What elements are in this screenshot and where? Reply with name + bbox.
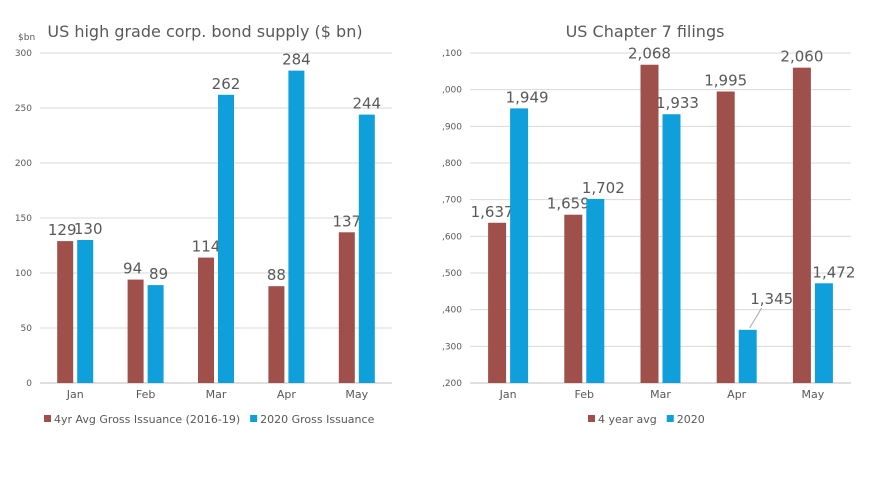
y-tick-label: 0 (26, 379, 32, 389)
bar-current (288, 70, 305, 383)
data-label: 114 (192, 238, 221, 256)
bar-current (147, 285, 164, 383)
chart-title: US high grade corp. bond supply ($ bn) (47, 22, 362, 41)
data-label: 1,472 (812, 263, 855, 281)
bar-current (358, 114, 375, 383)
y-tick-label: 1,900 (442, 122, 462, 132)
x-category-label: Jan (499, 388, 517, 401)
data-label: 244 (352, 95, 381, 113)
legend-entry: 2020 Gross Issuance (260, 413, 374, 426)
x-category-label: Feb (136, 388, 155, 401)
y-tick-label: 1,400 (442, 306, 462, 316)
data-label: 1,637 (471, 203, 514, 221)
bar-avg (127, 279, 144, 383)
x-category-label: Jan (66, 388, 84, 401)
bond-supply-chart-svg: US high grade corp. bond supply ($ bn) $b… (15, 22, 392, 426)
data-label: 1,949 (506, 88, 549, 106)
y-tick-label: 2,000 (442, 86, 462, 96)
bar-current (77, 240, 94, 383)
y-unit-label: $bn (18, 33, 35, 43)
data-label: 88 (267, 266, 286, 284)
y-tick-label: 200 (15, 159, 32, 169)
bar-avg (488, 222, 507, 383)
x-category-label: Feb (575, 388, 594, 401)
legend-swatch (666, 415, 674, 422)
x-category-label: Apr (727, 388, 747, 401)
data-label: 137 (332, 212, 361, 230)
bar-current (586, 198, 605, 383)
data-label: 2,060 (780, 48, 823, 66)
bar-avg (268, 286, 285, 383)
data-label: 1,659 (547, 195, 590, 213)
y-tick-label: 1,300 (442, 342, 462, 352)
y-tick-label: 50 (21, 324, 33, 334)
legend-entry: 4yr Avg Gross Issuance (2016-19) (54, 413, 240, 426)
chart-title: US Chapter 7 filings (566, 22, 725, 41)
y-tick-label: 1,800 (442, 159, 462, 169)
y-tick-label: 100 (15, 269, 32, 279)
legend-swatch (250, 415, 258, 422)
y-tick-label: 300 (15, 49, 32, 59)
data-label: 89 (149, 265, 168, 283)
y-tick-label: 250 (15, 104, 32, 114)
y-tick-label: 1,200 (442, 379, 462, 389)
bar-avg (198, 257, 214, 383)
y-tick-label: 1,700 (442, 196, 462, 206)
bar-avg (57, 241, 74, 383)
data-label: 1,995 (704, 72, 747, 90)
data-label: 130 (74, 220, 103, 238)
y-tick-label: 1,500 (442, 269, 462, 279)
bar-current (662, 114, 681, 383)
bar-current (510, 108, 529, 383)
data-label: 2,068 (628, 45, 671, 63)
bar-avg (564, 214, 583, 383)
data-label: 94 (123, 260, 142, 278)
x-category-label: Mar (650, 388, 671, 401)
bar-avg (792, 67, 811, 384)
data-label: 1,702 (582, 179, 625, 197)
data-label: 284 (282, 51, 311, 69)
y-tick-label: 2,100 (442, 49, 462, 59)
bar-current (218, 94, 234, 384)
x-category-label: Apr (277, 388, 297, 401)
data-label: 262 (212, 75, 241, 93)
data-label: 1,345 (750, 290, 793, 308)
bar-current (814, 283, 833, 383)
x-category-label: Mar (206, 388, 227, 401)
legend-entry: 2020 (677, 413, 705, 426)
chapter7-filings-chart: US Chapter 7 filings 1,200 1,300 1,400 1,500… (442, 0, 884, 482)
bar-avg (640, 64, 659, 383)
legend-swatch (588, 415, 595, 422)
x-category-label: May (802, 388, 825, 401)
chapter7-filings-chart-svg: US Chapter 7 filings 1,200 1,300 1,400 1,500… (442, 22, 855, 426)
data-label: 129 (48, 221, 77, 239)
y-tick-label: 1,600 (442, 232, 462, 242)
bar-current (738, 329, 757, 383)
legend-entry: 4 year avg (598, 413, 657, 426)
data-label-leader (749, 307, 763, 329)
bond-supply-chart: US high grade corp. bond supply ($ bn) $b… (15, 22, 392, 426)
data-label: 1,933 (656, 94, 699, 112)
legend-swatch (44, 415, 51, 422)
x-category-label: May (345, 388, 368, 401)
bar-avg (338, 232, 355, 383)
bar-avg (716, 91, 735, 383)
y-tick-label: 150 (15, 214, 32, 224)
